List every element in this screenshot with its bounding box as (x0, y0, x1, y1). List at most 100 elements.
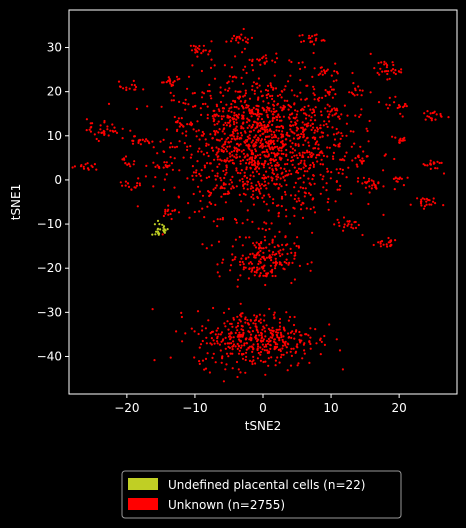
point-unknown (302, 130, 305, 133)
point-unknown (245, 140, 248, 143)
point-unknown (319, 136, 322, 139)
point-unknown (85, 129, 88, 132)
point-unknown (134, 85, 138, 89)
point-unknown (272, 107, 275, 110)
point-unknown (426, 115, 429, 118)
point-unknown (210, 97, 213, 100)
point-unknown (178, 122, 182, 125)
point-unknown (243, 101, 246, 104)
point-unknown (245, 355, 248, 358)
point-unknown (248, 124, 251, 127)
point-unknown (234, 101, 237, 104)
point-unknown (251, 350, 254, 353)
point-unknown (230, 106, 233, 109)
y-tick-label: 10 (47, 129, 62, 143)
point-unknown (294, 251, 297, 254)
point-unknown (162, 166, 165, 169)
point-unknown (282, 176, 285, 179)
point-unknown (236, 278, 240, 281)
point-unknown (238, 179, 241, 182)
point-unknown (183, 142, 186, 145)
point-unknown (332, 133, 335, 136)
point-unknown (227, 345, 230, 348)
point-unknown (244, 89, 247, 92)
point-unknown (402, 106, 405, 109)
point-unknown (244, 257, 247, 260)
point-unknown (170, 99, 173, 102)
point-unknown (188, 123, 191, 126)
point-undefined-placental (159, 228, 162, 231)
point-unknown (255, 138, 258, 141)
point-unknown (107, 102, 111, 105)
point-unknown (238, 193, 241, 196)
point-unknown (348, 91, 351, 94)
point-unknown (247, 143, 250, 146)
point-unknown (261, 57, 264, 60)
point-unknown (293, 242, 296, 245)
point-unknown (308, 340, 311, 343)
point-unknown (343, 155, 346, 158)
point-unknown (326, 103, 329, 106)
point-unknown (248, 97, 252, 100)
point-unknown (264, 176, 267, 179)
point-unknown (124, 162, 127, 165)
point-unknown (271, 241, 274, 244)
point-unknown (97, 139, 100, 143)
point-unknown (139, 139, 142, 142)
point-unknown (86, 162, 89, 165)
point-unknown (310, 261, 313, 264)
point-unknown (361, 89, 364, 92)
point-unknown (204, 367, 208, 370)
point-unknown (209, 133, 212, 136)
point-unknown (246, 218, 249, 221)
point-unknown (266, 96, 269, 99)
point-unknown (285, 311, 288, 314)
point-unknown (258, 267, 261, 270)
point-unknown (328, 323, 331, 326)
point-unknown (244, 371, 247, 374)
point-unknown (306, 151, 309, 154)
point-unknown (313, 88, 316, 91)
point-unknown (330, 109, 333, 112)
point-unknown (297, 163, 300, 166)
point-unknown (285, 154, 288, 157)
point-unknown (264, 160, 267, 163)
point-unknown (338, 117, 341, 120)
point-unknown (247, 346, 250, 349)
point-unknown (307, 192, 311, 195)
point-unknown (173, 186, 176, 189)
point-unknown (285, 346, 288, 349)
point-unknown (278, 325, 282, 328)
point-unknown (71, 166, 74, 169)
point-unknown (269, 148, 272, 151)
point-unknown (327, 197, 330, 200)
point-unknown (190, 153, 193, 156)
point-unknown (240, 125, 243, 128)
point-unknown (299, 135, 302, 138)
point-unknown (242, 184, 245, 187)
point-unknown (318, 96, 321, 99)
point-unknown (282, 145, 285, 148)
point-unknown (289, 124, 292, 127)
point-unknown (177, 117, 180, 120)
point-unknown (265, 256, 268, 259)
point-unknown (164, 210, 167, 213)
point-unknown (262, 200, 266, 203)
point-unknown (264, 130, 267, 133)
point-unknown (302, 108, 305, 111)
point-unknown (121, 184, 124, 187)
point-unknown (260, 331, 263, 335)
point-unknown (428, 115, 431, 118)
point-unknown (265, 148, 268, 151)
point-unknown (206, 151, 209, 154)
point-unknown (224, 88, 227, 91)
point-unknown (278, 261, 281, 264)
point-unknown (297, 171, 300, 174)
point-unknown (249, 130, 253, 133)
legend-swatch-unknown (128, 498, 158, 510)
point-unknown (263, 314, 266, 317)
point-unknown (167, 204, 170, 207)
point-unknown (279, 249, 282, 252)
point-unknown (272, 104, 276, 107)
point-unknown (257, 77, 260, 80)
